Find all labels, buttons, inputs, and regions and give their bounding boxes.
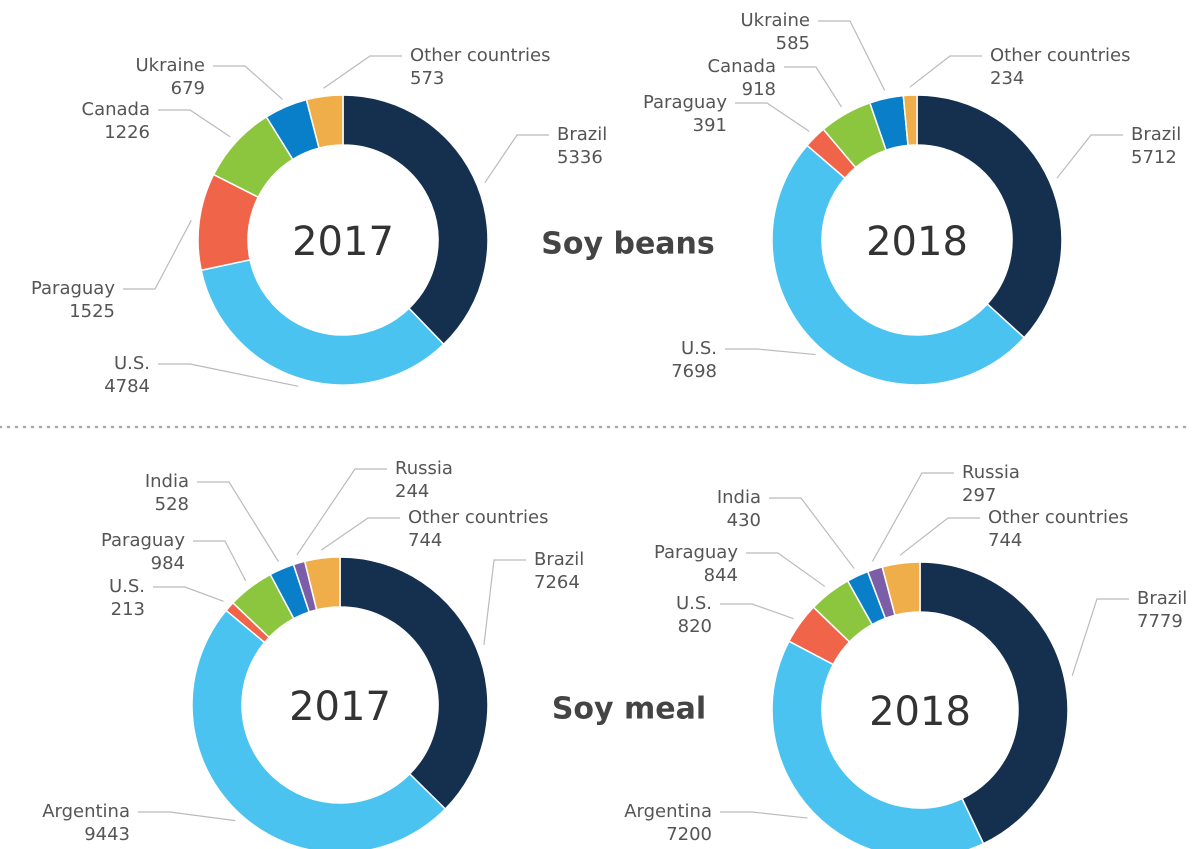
slice: [902, 94, 918, 147]
leader-line: [1071, 598, 1129, 676]
slice: [305, 94, 344, 149]
slice-label: Brazil: [534, 549, 584, 570]
leader-line: [158, 109, 231, 138]
value-label: 213: [111, 599, 145, 620]
leader-line: [769, 497, 855, 569]
value-label: 4784: [104, 376, 150, 397]
value-label: 918: [742, 79, 776, 100]
slice-label: Paraguay: [654, 542, 738, 563]
value-label: 297: [962, 485, 996, 506]
slice-label: Brazil: [1131, 124, 1181, 145]
leader-line: [818, 20, 886, 91]
slice: [919, 561, 1069, 845]
leader-line: [735, 102, 810, 132]
slice-label: U.S.: [114, 353, 150, 374]
leader-line: [193, 540, 247, 582]
slice: [881, 561, 921, 617]
leader-line: [725, 348, 816, 356]
slice: [200, 258, 445, 386]
slice: [771, 640, 985, 849]
slice-label: U.S.: [681, 338, 717, 359]
value-label: 1226: [104, 122, 150, 143]
slice-label: Other countries: [988, 507, 1128, 528]
slice-label: Canada: [82, 99, 151, 120]
slice-label: Paraguay: [101, 530, 185, 551]
leader-line: [123, 220, 192, 290]
slice-label: Other countries: [990, 45, 1130, 66]
value-label: 573: [410, 68, 444, 89]
value-label: 820: [678, 616, 712, 637]
slice-label: Argentina: [42, 801, 130, 822]
slice: [771, 144, 1026, 386]
value-label: 234: [990, 68, 1024, 89]
slice-label: India: [145, 471, 189, 492]
leader-line: [158, 363, 299, 387]
center-label: 2017: [289, 684, 391, 730]
value-label: 9443: [84, 824, 130, 845]
slice: [916, 94, 1063, 339]
value-label: 391: [693, 115, 727, 136]
value-label: 1525: [69, 301, 115, 322]
leader-line: [483, 559, 526, 645]
value-label: 5712: [1131, 147, 1177, 168]
value-label: 5336: [557, 147, 603, 168]
leader-line: [138, 811, 236, 822]
leader-line: [720, 811, 808, 819]
leader-line: [213, 65, 283, 100]
value-label: 744: [988, 530, 1022, 551]
value-label: 585: [776, 33, 810, 54]
slice-label: Russia: [962, 462, 1020, 483]
slice: [342, 94, 489, 346]
leader-line: [784, 66, 842, 108]
slice-label: U.S.: [109, 576, 145, 597]
leader-line: [320, 517, 400, 551]
center-label: 2017: [292, 219, 394, 265]
row-label: Soy beans: [541, 227, 715, 262]
leader-line: [296, 468, 387, 556]
slice-label: Canada: [708, 56, 777, 77]
leader-line: [746, 552, 826, 587]
row-label: Soy meal: [552, 692, 706, 727]
value-label: 744: [408, 530, 442, 551]
slice-label: India: [717, 487, 761, 508]
leader-line: [484, 134, 549, 184]
value-label: 7264: [534, 572, 580, 593]
center-label: 2018: [866, 219, 968, 265]
slice-label: Ukraine: [135, 55, 205, 76]
leader-line: [720, 603, 794, 620]
value-label: 528: [155, 494, 189, 515]
leader-line: [197, 481, 280, 562]
value-label: 244: [395, 481, 429, 502]
value-label: 430: [727, 510, 761, 531]
slice-label: Other countries: [410, 45, 550, 66]
slice: [339, 556, 489, 811]
slice-label: Paraguay: [643, 92, 727, 113]
center-label: 2018: [869, 689, 971, 735]
value-label: 7698: [671, 361, 717, 382]
slice-label: Paraguay: [31, 278, 115, 299]
leader-line: [909, 55, 982, 88]
leader-line: [323, 55, 402, 89]
value-label: 679: [171, 78, 205, 99]
slice: [303, 556, 341, 611]
leader-line: [1056, 134, 1123, 179]
slice-label: Brazil: [1137, 588, 1187, 609]
leader-line: [899, 517, 980, 556]
value-label: 7779: [1137, 611, 1183, 632]
value-label: 984: [151, 553, 185, 574]
leader-line: [153, 586, 224, 602]
leader-line: [871, 472, 954, 562]
value-label: 844: [704, 565, 738, 586]
slice-label: Argentina: [624, 801, 712, 822]
slice-label: Russia: [395, 458, 453, 479]
slice-label: Ukraine: [740, 10, 810, 31]
slice: [191, 609, 447, 849]
slice-label: Brazil: [557, 124, 607, 145]
value-label: 7200: [666, 824, 712, 845]
slice-label: Other countries: [408, 507, 548, 528]
slice-label: U.S.: [676, 593, 712, 614]
